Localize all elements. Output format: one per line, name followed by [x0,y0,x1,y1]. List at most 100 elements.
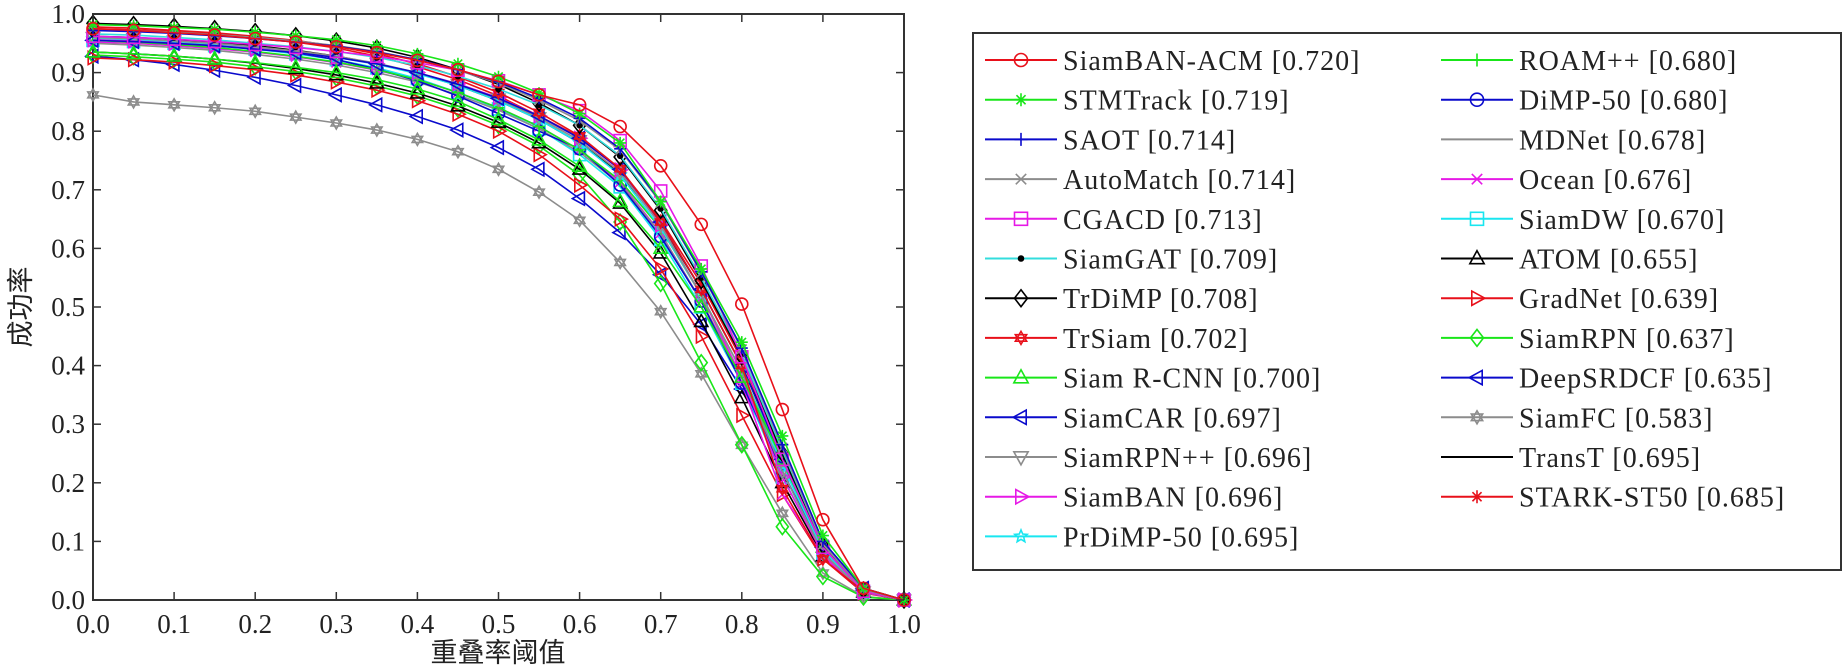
series-layer [84,14,913,610]
data-point [693,298,710,313]
plot-area: 0.0 0.1 0.2 0.3 0.4 0.5 0.6 0.7 0.8 0.9 1.0 0.0 0.1 0… [51,0,921,639]
data-point [695,328,711,345]
legend-marker-icon [1013,288,1029,308]
data-point [612,194,629,209]
legend-marker-icon [1011,408,1027,426]
x-tick-label: 0.1 [157,609,191,639]
legend-marker-icon [1470,53,1484,67]
legend-marker-icon [1469,92,1485,107]
y-tick-label: 0.6 [51,233,85,263]
data-point [491,161,506,177]
data-point [653,274,668,293]
data-point [408,108,424,125]
data-point [167,97,181,113]
legend-label: TrDiMP [0.708] [1063,284,1259,315]
legend-label: AutoMatch [0.714] [1063,165,1296,196]
legend-item: SAOT [0.714] [985,125,1236,156]
data-point [449,92,466,107]
data-point [613,254,627,271]
x-tick-label: 1.0 [887,609,921,639]
legend-item: SiamFC [0.583] [1441,403,1713,434]
data-point [368,74,385,89]
data-point [571,157,588,172]
data-point [371,82,386,99]
legend-item: TrSiam [0.702] [985,324,1248,355]
legend-label: STMTrack [0.719] [1063,86,1290,117]
legend-items: SiamBAN-ACM [0.720] STMTrack [0.719] SAOT … [985,46,1784,553]
data-point [367,55,383,72]
data-point [127,51,143,68]
data-point [451,144,465,160]
data-point [168,54,183,71]
x-tick-label: 0.7 [644,609,678,639]
data-point [368,70,385,86]
data-point [530,161,545,178]
data-point [533,146,548,163]
data-point [613,212,628,232]
data-point [449,97,466,112]
legend-label: SAOT [0.714] [1063,125,1236,156]
data-point [370,45,384,60]
legend-label: ROAM++ [0.680] [1519,46,1737,77]
legend-item: DeepSRDCF [0.635] [1441,364,1771,395]
data-point [85,43,101,58]
data-point [449,122,464,138]
y-tick-label: 1.0 [51,0,85,29]
legend-label: ATOM [0.655] [1519,245,1698,276]
data-point [126,23,141,38]
legend-marker-icon [1013,52,1029,68]
legend-label: Siam R-CNN [0.700] [1063,364,1321,395]
legend-marker-icon [1017,255,1025,262]
data-point [816,512,830,527]
legend-label: SiamCAR [0.697] [1063,403,1282,434]
legend-marker-icon [1469,409,1485,426]
legend-item: GradNet [0.639] [1441,284,1719,315]
legend-item: AutoMatch [0.714] [985,165,1296,196]
data-point [694,217,709,232]
data-point [815,567,830,586]
legend-item: SiamDW [0.670] [1441,205,1724,236]
data-point [653,158,668,173]
data-point [409,80,426,95]
data-point [733,388,750,404]
legend-item: SiamBAN-ACM [0.720] [985,46,1359,77]
y-tick-label: 0.4 [51,351,85,381]
axis-ticks: 0.0 0.1 0.2 0.3 0.4 0.5 0.6 0.7 0.8 0.9 1.0 0.0 0.1 0… [51,0,921,639]
data-point [451,62,465,77]
data-point [571,160,588,175]
data-point [735,336,748,349]
legend-item: Ocean [0.676] [1441,165,1691,196]
legend-marker-icon [1012,527,1030,544]
legend-marker-icon [1013,329,1029,346]
x-tick-label: 0.9 [806,609,840,639]
data-point [205,62,221,79]
series-line [92,35,905,601]
data-point [87,18,99,31]
legend-marker-icon [1014,132,1028,146]
legend-label: MDNet [0.678] [1519,125,1706,156]
legend-label: SiamFC [0.583] [1519,403,1713,434]
legend-item: SiamRPN [0.637] [1441,324,1734,355]
legend-item: Siam R-CNN [0.700] [985,364,1321,395]
data-point [86,87,100,103]
data-point [490,110,507,126]
y-tick-label: 0.2 [51,468,85,498]
y-tick-label: 0.5 [51,292,85,322]
data-point [776,429,789,442]
legend-marker-icon [1467,369,1483,387]
data-point [166,47,183,62]
legend-marker-icon [1471,289,1487,307]
legend-marker-icon [1014,93,1028,107]
legend-item: PrDiMP-50 [0.695] [985,522,1298,553]
data-point [532,184,546,200]
data-point [774,465,791,480]
legend-label: SiamRPN++ [0.696] [1063,443,1312,474]
data-point [693,312,710,328]
data-point [367,96,383,113]
data-point [695,262,708,275]
series-line [92,57,905,601]
series-gradnet [87,49,913,608]
legend-label: GradNet [0.639] [1519,284,1719,315]
data-point [370,122,384,138]
